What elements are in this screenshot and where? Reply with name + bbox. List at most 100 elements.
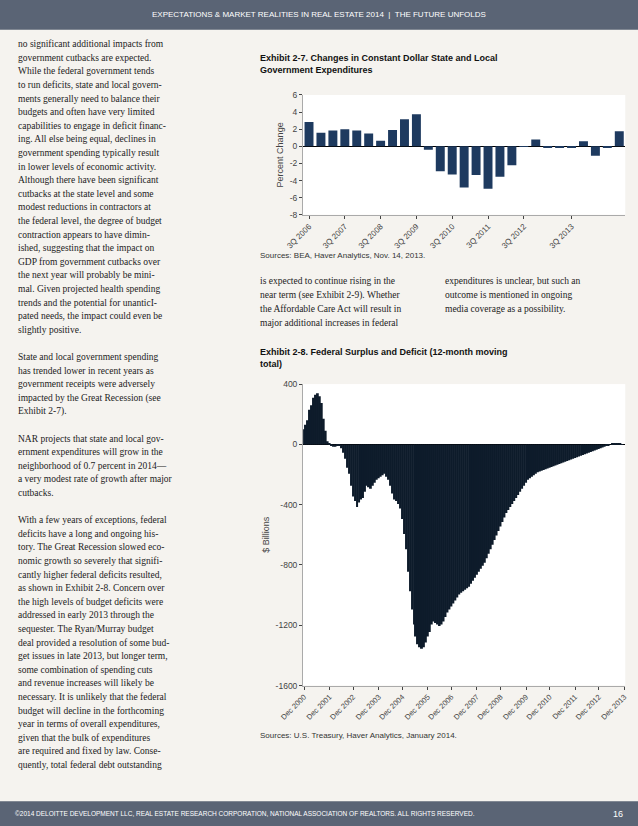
svg-text:-6: -6 <box>290 193 298 203</box>
svg-text:near term (see Exhibit 2-9). W: near term (see Exhibit 2-9). Whether <box>260 290 400 301</box>
svg-text:-1600: -1600 <box>276 681 298 691</box>
svg-text:3Q 2013: 3Q 2013 <box>548 222 576 250</box>
svg-text:State and local government spe: State and local government spending <box>18 352 159 362</box>
svg-text:the Affordable Care Act will r: the Affordable Care Act will result in <box>260 304 401 314</box>
svg-text:3Q 2012: 3Q 2012 <box>500 222 528 250</box>
svg-text:Sources: U.S. Treasury, Haver: Sources: U.S. Treasury, Haver Analytics,… <box>260 731 457 740</box>
svg-text:cutbacks.: cutbacks. <box>18 488 54 498</box>
svg-text:Dec 2004: Dec 2004 <box>377 693 406 722</box>
svg-text:a very modest rate of growth a: a very modest rate of growth after major <box>18 474 173 484</box>
svg-text:neighborhood of 0.7 percent in: neighborhood of 0.7 percent in 2014— <box>18 461 167 471</box>
svg-text:cantly higher federal deficits: cantly higher federal deficits resulted, <box>18 570 162 580</box>
svg-text:6: 6 <box>293 90 298 100</box>
svg-text:3Q 2011: 3Q 2011 <box>465 222 493 250</box>
svg-text:EXPECTATIONS & MARKET REALITIE: EXPECTATIONS & MARKET REALITIES IN REAL … <box>152 10 486 19</box>
svg-text:impacted by the Great Recessio: impacted by the Great Recession (see <box>18 393 161 404</box>
svg-text:the federal level, the degree: the federal level, the degree of budget <box>18 216 162 226</box>
svg-text:NAR projects that state and lo: NAR projects that state and local gov- <box>18 434 164 444</box>
svg-text:addressed in early 2013 throug: addressed in early 2013 through the <box>18 610 154 620</box>
svg-text:government receipts were adver: government receipts were adversely <box>18 379 155 389</box>
svg-text:Dec 2009: Dec 2009 <box>501 693 530 722</box>
svg-text:is expected to continue rising: is expected to continue rising in the <box>260 276 395 286</box>
svg-text:With a few years of exceptions: With a few years of exceptions, federal <box>18 515 167 525</box>
svg-text:deal provided a resolution of: deal provided a resolution of some bud- <box>18 638 169 648</box>
svg-text:cutbacks at the state level an: cutbacks at the state level and some <box>18 189 154 199</box>
svg-text:$ Billions: $ Billions <box>261 516 271 553</box>
svg-text:to run deficits, state and loc: to run deficits, state and local govern- <box>18 80 162 90</box>
svg-text:given that the bulk of expendi: given that the bulk of expenditures <box>18 733 150 743</box>
svg-text:ished, suggesting that the imp: ished, suggesting that the impact on <box>18 243 154 253</box>
svg-text:Sources: BEA, Haver Analytics,: Sources: BEA, Haver Analytics, Nov. 14, … <box>260 251 425 260</box>
svg-text:Exhibit 2-7. Changes in Consta: Exhibit 2-7. Changes in Constant Dollar … <box>260 53 498 75</box>
svg-text:year in terms of overall expen: year in terms of overall expenditures, <box>18 719 160 729</box>
svg-text:0: 0 <box>293 141 298 151</box>
svg-text:4: 4 <box>293 107 298 117</box>
svg-text:-1200: -1200 <box>276 620 298 630</box>
svg-text:Dec 2006: Dec 2006 <box>426 693 455 722</box>
svg-text:nomic growth so severely that: nomic growth so severely that signifi- <box>18 556 162 566</box>
svg-text:necessary. It is unlikely that: necessary. It is unlikely that the feder… <box>18 692 167 702</box>
svg-text:Dec 2008: Dec 2008 <box>475 693 504 722</box>
svg-text:no significant additional impa: no significant additional impacts from <box>18 39 164 49</box>
svg-text:has trended lower in recent ye: has trended lower in recent years as <box>18 366 154 376</box>
svg-text:budget will decline in the for: budget will decline in the forthcoming <box>18 706 164 716</box>
svg-text:media coverage as a possibilit: media coverage as a possibility. <box>445 304 565 314</box>
svg-text:government spending typically: government spending typically result <box>18 148 160 158</box>
svg-text:the next year will probably be: the next year will probably be mini- <box>18 270 155 280</box>
svg-text:ments generally need to balanc: ments generally need to balance their <box>18 94 160 104</box>
svg-text:3Q 2009: 3Q 2009 <box>393 222 421 250</box>
svg-text:3Q 2007: 3Q 2007 <box>321 222 349 250</box>
svg-text:are required and fixed by law.: are required and fixed by law. Conse- <box>18 746 161 756</box>
svg-text:capabilities to engage in defi: capabilities to engage in deficit financ… <box>18 121 166 131</box>
svg-text:trends and the potential for u: trends and the potential for unanticI- <box>18 298 157 308</box>
svg-text:ernment expenditures will grow: ernment expenditures will grow in the <box>18 447 163 457</box>
svg-text:get issues in late 2013, but l: get issues in late 2013, but longer term… <box>18 651 168 661</box>
svg-text:pated needs, the impact could: pated needs, the impact could even be <box>18 311 162 321</box>
svg-text:400: 400 <box>283 379 297 389</box>
svg-text:sequester. The Ryan/Murray bud: sequester. The Ryan/Murray budget <box>18 624 154 634</box>
svg-text:3Q 2008: 3Q 2008 <box>357 222 385 250</box>
svg-text:mal. Given projected health sp: mal. Given projected health spending <box>18 284 160 294</box>
svg-text:expenditures is unclear, but s: expenditures is unclear, but such an <box>445 276 580 286</box>
svg-text:GDP from government cutbacks o: GDP from government cutbacks over <box>18 257 161 267</box>
svg-text:some combination of spending c: some combination of spending cuts <box>18 665 153 675</box>
svg-text:Dec 2000: Dec 2000 <box>279 693 308 722</box>
svg-text:Exhibit 2-8. Federal Surplus a: Exhibit 2-8. Federal Surplus and Deficit… <box>260 347 508 369</box>
svg-text:-4: -4 <box>290 176 298 186</box>
svg-text:modest reductions in contracto: modest reductions in contractors at <box>18 202 151 212</box>
svg-text:0: 0 <box>293 439 298 449</box>
svg-text:Exhibit 2-7).: Exhibit 2-7). <box>18 406 67 417</box>
svg-text:slightly positive.: slightly positive. <box>18 325 81 335</box>
svg-text:3Q 2006: 3Q 2006 <box>285 222 313 250</box>
svg-text:as shown in Exhibit 2-8. Conce: as shown in Exhibit 2-8. Concern over <box>18 583 165 593</box>
svg-text:tory. The Great Recession slow: tory. The Great Recession slowed eco- <box>18 542 164 552</box>
svg-text:Dec 2007: Dec 2007 <box>452 693 481 722</box>
svg-text:quently, total federal debt ou: quently, total federal debt outstanding <box>18 760 162 770</box>
svg-text:in lower levels of economic ac: in lower levels of economic activity. <box>18 162 156 172</box>
svg-text:government cutbacks are expect: government cutbacks are expected. <box>18 53 151 63</box>
svg-text:Dec 2003: Dec 2003 <box>354 693 383 722</box>
svg-text:budgets and often have very li: budgets and often have very limited <box>18 107 155 117</box>
svg-text:3Q 2010: 3Q 2010 <box>428 222 456 250</box>
svg-text:-800: -800 <box>280 560 297 570</box>
svg-text:major additional increases in: major additional increases in federal <box>260 318 399 328</box>
svg-text:Dec 2010: Dec 2010 <box>525 693 554 722</box>
svg-text:the high levels of budget defi: the high levels of budget deficits were <box>18 597 163 607</box>
svg-text:Dec 2002: Dec 2002 <box>328 693 357 722</box>
svg-text:Dec 2012: Dec 2012 <box>574 693 603 722</box>
svg-text:Dec 2013: Dec 2013 <box>599 693 628 722</box>
svg-text:outcome is mentioned in ongoin: outcome is mentioned in ongoing <box>445 290 572 300</box>
svg-text:2: 2 <box>293 124 298 134</box>
svg-text:-2: -2 <box>290 158 298 168</box>
svg-text:deficits have a long and ongoi: deficits have a long and ongoing his- <box>18 529 158 539</box>
svg-text:-8: -8 <box>290 210 298 220</box>
svg-text:ing. All else being equal, dec: ing. All else being equal, declines in <box>18 134 156 144</box>
svg-text:-400: -400 <box>280 500 297 510</box>
svg-text:Dec 2011: Dec 2011 <box>551 693 580 722</box>
svg-text:©2014 DELOITTE DEVELOPMENT LLC: ©2014 DELOITTE DEVELOPMENT LLC, REAL EST… <box>15 810 475 817</box>
svg-text:While the federal government t: While the federal government tends <box>18 66 154 76</box>
svg-text:Dec 2005: Dec 2005 <box>403 693 432 722</box>
svg-text:Although there have been signi: Although there have been significant <box>18 175 159 185</box>
svg-text:Dec 2001: Dec 2001 <box>305 693 334 722</box>
svg-text:contraction appears to have di: contraction appears to have dimin- <box>18 230 150 240</box>
